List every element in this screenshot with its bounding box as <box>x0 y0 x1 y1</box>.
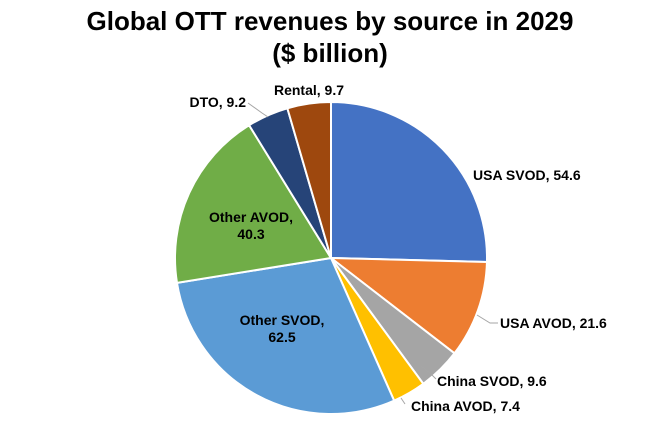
data-label-china-avod: China AVOD, 7.4 <box>411 398 520 414</box>
data-labels: USA SVOD, 54.6 USA AVOD, 21.6 China SVOD, … <box>189 82 607 414</box>
data-label-line-other-svod-0: Other SVOD, <box>240 312 325 328</box>
pie-slice-other-svod <box>175 256 396 415</box>
chart-subtitle: ($ billion) <box>272 38 388 68</box>
chart-title: Global OTT revenues by source in 2029 ($… <box>87 6 574 68</box>
data-label-other-avod: Other AVOD, 40.3 <box>209 209 293 242</box>
data-label-line-other-avod-1: 40.3 <box>237 226 264 242</box>
pie-slice-usa-svod <box>330 100 488 264</box>
data-label-rental: Rental, 9.7 <box>274 82 344 98</box>
leader-line-usa-avod <box>476 314 498 324</box>
pie-slice-usa-avod <box>327 256 488 355</box>
data-label-line-other-svod-1: 62.5 <box>268 329 295 345</box>
leader-line-dto <box>247 102 269 118</box>
data-label-usa-svod: USA SVOD, 54.6 <box>473 167 581 183</box>
data-label-usa-avod: USA AVOD, 21.6 <box>500 315 607 331</box>
data-label-china-svod: China SVOD, 9.6 <box>437 373 547 389</box>
pie-slice-rental <box>286 100 332 259</box>
pie-slices <box>174 100 488 415</box>
data-label-line-other-avod-0: Other AVOD, <box>209 209 293 225</box>
leader-line-china-svod <box>420 365 437 380</box>
leader-line-china-avod <box>400 397 406 405</box>
leader-lines <box>247 102 498 405</box>
data-label-dto: DTO, 9.2 <box>189 94 246 110</box>
chart-title-line-1: Global OTT revenues by source in 2029 <box>87 6 574 36</box>
data-label-other-svod: Other SVOD, 62.5 <box>240 312 325 345</box>
pie-slice-other-avod <box>174 123 333 285</box>
